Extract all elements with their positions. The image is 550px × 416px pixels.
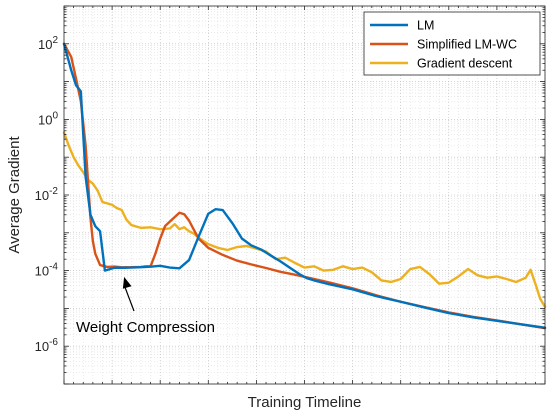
y-tick-label: 10-4 (35, 262, 59, 279)
y-tick-label: 102 (38, 35, 58, 52)
annotation-text: Weight Compression (76, 319, 215, 336)
legend-label-simplified-lm-wc: Simplified LM-WC (417, 38, 517, 52)
legend-label-lm: LM (417, 19, 434, 33)
legend-label-gradient-descent: Gradient descent (417, 57, 513, 71)
minor-grid (64, 6, 545, 384)
y-tick-label: 10-2 (35, 186, 59, 203)
legend: LM Simplified LM-WC Gradient descent (363, 11, 541, 76)
axis-ticks (63, 5, 546, 385)
y-tick-label: 10-6 (35, 337, 59, 354)
series-lines (62, 42, 547, 330)
x-axis-label: Training Timeline (248, 394, 362, 411)
y-axis-label: Average Gradient (6, 136, 23, 254)
series-line-lm (62, 42, 547, 329)
y-tick-labels: 10-6 10-4 10-2 100 102 (35, 35, 59, 354)
annotation-arrowhead (122, 276, 132, 289)
annotation-weight-compression: Weight Compression (76, 276, 215, 336)
annotation-arrow (123, 284, 135, 312)
y-tick-label: 100 (38, 110, 58, 127)
